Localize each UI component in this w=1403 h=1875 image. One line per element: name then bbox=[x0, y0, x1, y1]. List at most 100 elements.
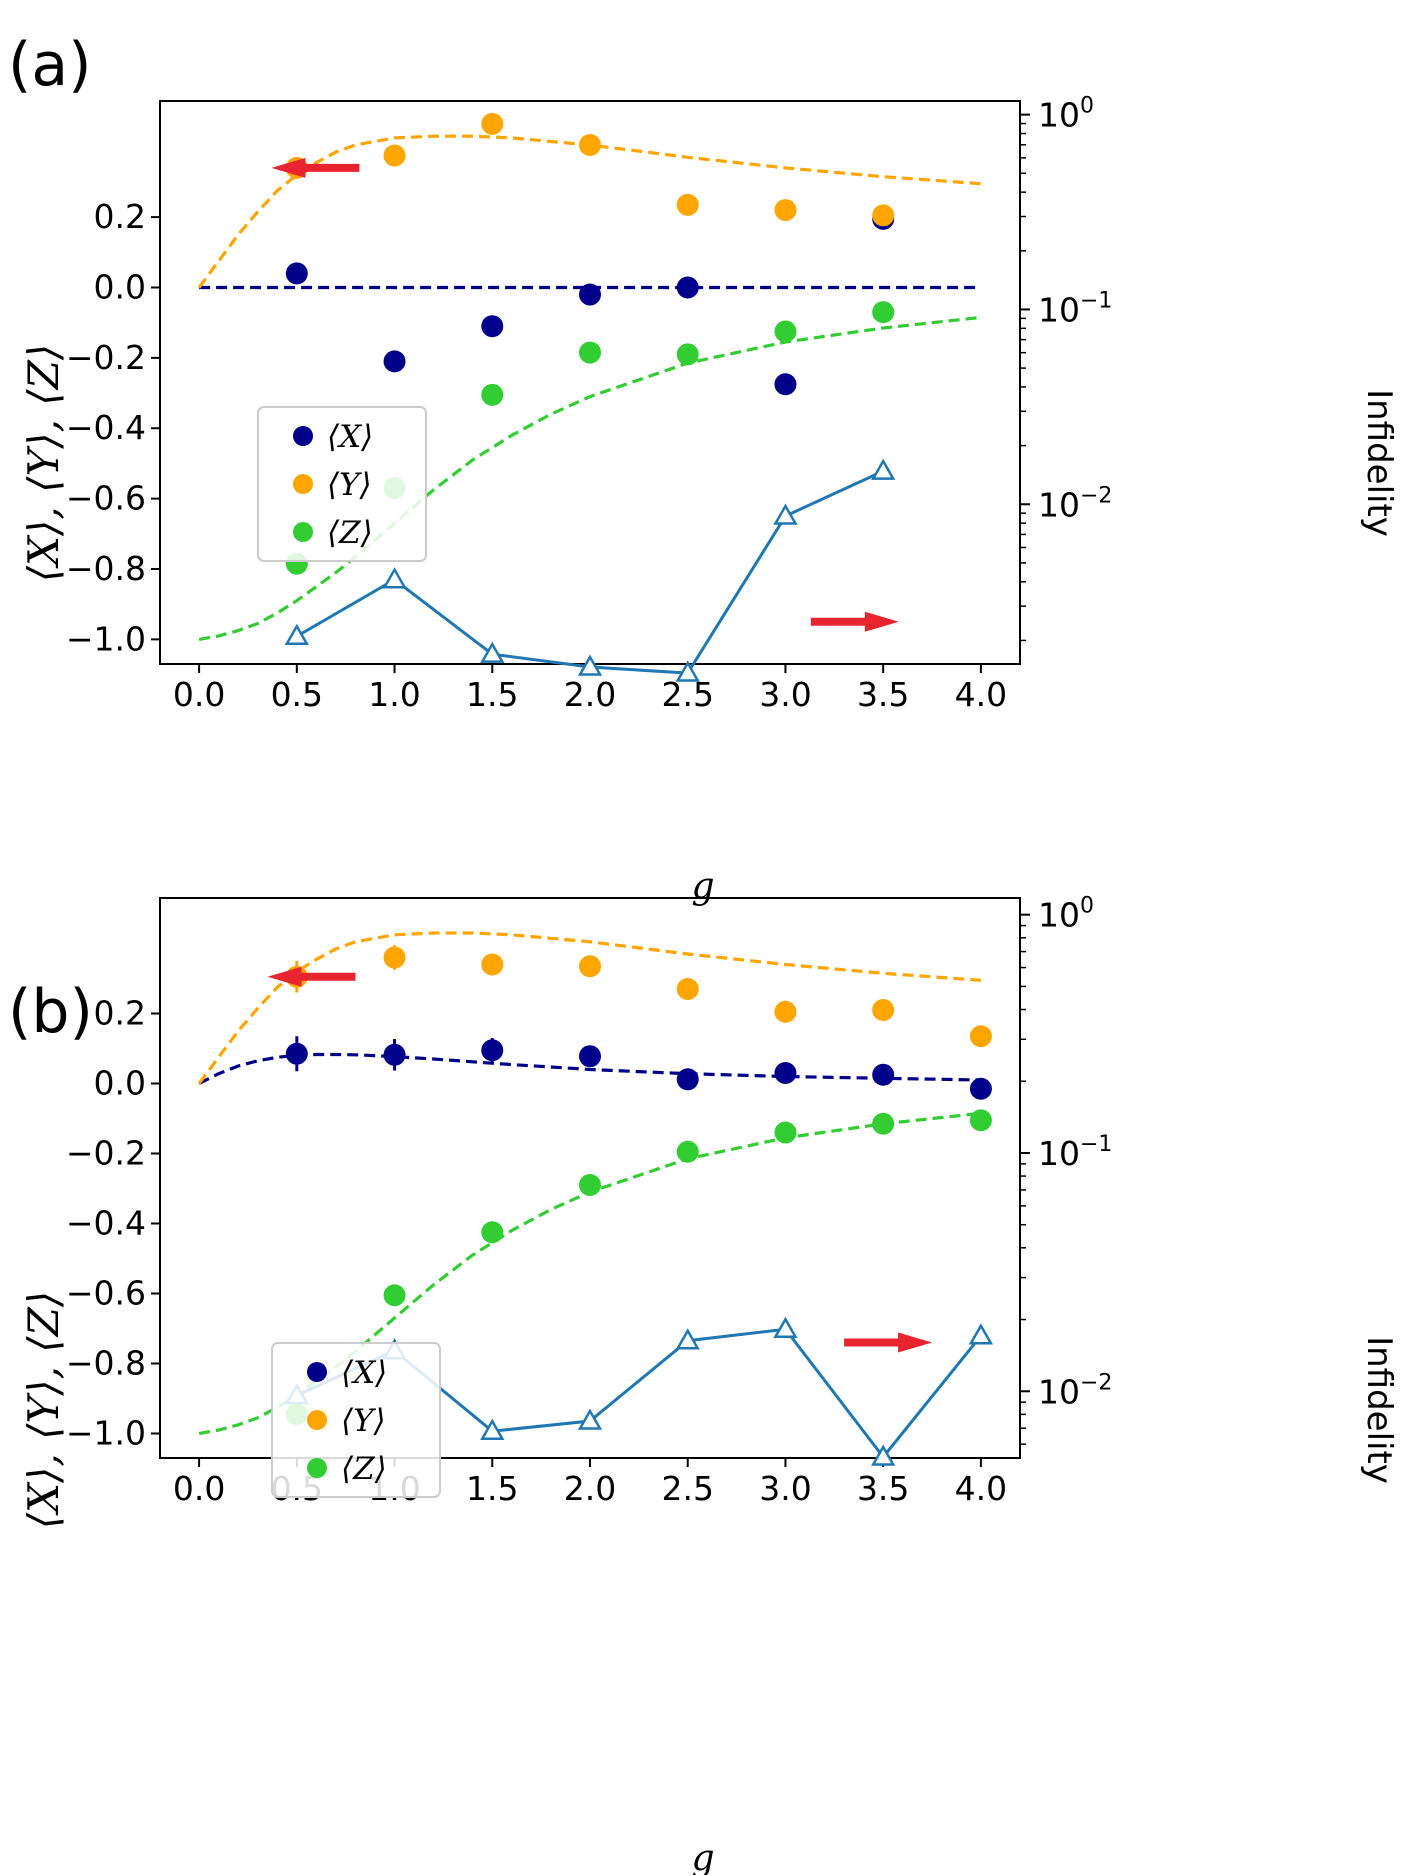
panel-a-infidelity-marker bbox=[871, 458, 896, 480]
panel-b-point-y bbox=[969, 1025, 992, 1048]
panel-b-right-tick-exponent: −2 bbox=[1080, 1370, 1112, 1395]
panel-a-theory-curve-y bbox=[197, 134, 982, 289]
panel-b-y-tick-label: 0.2 bbox=[94, 994, 146, 1033]
panel-a-arrow-left bbox=[271, 157, 360, 178]
panel-a-label: (a) bbox=[8, 30, 92, 100]
panel-b-y-tick-label: −0.4 bbox=[66, 1204, 146, 1243]
panel-b-point-x bbox=[872, 1063, 895, 1086]
panel-b-y-tick-label: −0.8 bbox=[66, 1344, 146, 1383]
panel-a-y-tick-label: 0.0 bbox=[94, 267, 146, 306]
panel-a-point-y bbox=[676, 193, 699, 216]
panel-b-x-tick-label: 2.0 bbox=[564, 1469, 616, 1508]
panel-b-point-z bbox=[579, 1174, 601, 1196]
panel-b-legend-marker-y bbox=[307, 1410, 327, 1430]
panel-b-x-tick-label: 2.5 bbox=[661, 1469, 713, 1508]
panel-a-y-tick-label: 0.2 bbox=[94, 197, 146, 236]
panel-b-legend-label-x: ⟨X⟩ bbox=[341, 1355, 387, 1391]
panel-b-x-axis-label: g bbox=[691, 1838, 714, 1875]
panel-b-legend-marker-z bbox=[307, 1458, 327, 1478]
panel-b-point-z bbox=[383, 1284, 406, 1307]
panel-a-point-z bbox=[579, 341, 601, 364]
panel-a-y-tick-label: −0.8 bbox=[66, 549, 146, 588]
panel-a-point-z bbox=[774, 320, 797, 343]
panel-a-right-tick-label: 10−1 bbox=[1038, 288, 1112, 329]
panel-b-legend-label-y: ⟨Y⟩ bbox=[341, 1403, 386, 1439]
panel-a-right-axis-label: Infidelity bbox=[1359, 389, 1399, 537]
panel-a-y-axis-label: ⟨X⟩, ⟨Y⟩, ⟨Z⟩ bbox=[19, 344, 68, 583]
panel-b-y-tick-label: −0.6 bbox=[66, 1274, 146, 1313]
panel-b-y-tick-label: −0.2 bbox=[66, 1134, 146, 1173]
panel-a-right-tick-exponent: −1 bbox=[1080, 288, 1112, 313]
panel-b-point-x bbox=[481, 1039, 504, 1062]
panel-b-point-z bbox=[481, 1221, 504, 1244]
panel-a-infidelity-marker bbox=[382, 567, 407, 589]
panel-a-point-x bbox=[774, 373, 797, 396]
panel-b-theory-curve-y bbox=[197, 931, 982, 1085]
panel-a-point-x bbox=[579, 283, 601, 306]
panel-a-point-z bbox=[481, 383, 504, 406]
panel-b-label: (b) bbox=[8, 977, 93, 1047]
panel-b-right-tick-label: 10−1 bbox=[1038, 1132, 1112, 1173]
panel-b-infidelity-marker bbox=[480, 1418, 505, 1440]
panel-a-plot-frame bbox=[159, 100, 1021, 665]
panel-a-legend-label-y: ⟨Y⟩ bbox=[327, 467, 372, 503]
panel-a-right-tick-label: 100 bbox=[1038, 94, 1094, 135]
panel-b-right-axis-label: Infidelity bbox=[1359, 1336, 1399, 1484]
panel-b-point-y bbox=[676, 978, 699, 1000]
panel-b-right-tick-exponent: 0 bbox=[1080, 894, 1094, 919]
panel-a-right-tick-exponent: −2 bbox=[1080, 483, 1112, 508]
panel-b-x-tick-label: 3.0 bbox=[759, 1469, 811, 1508]
panel-a-x-tick-label: 2.0 bbox=[564, 675, 616, 714]
panel-a-legend-marker-z bbox=[293, 522, 313, 542]
panel-a-x-tick-label: 3.5 bbox=[857, 675, 909, 714]
panel-b-y-axis-label: ⟨X⟩, ⟨Y⟩, ⟨Z⟩ bbox=[19, 1291, 68, 1530]
panel-b-point-z bbox=[774, 1121, 797, 1144]
panel-a-infidelity-marker bbox=[675, 660, 700, 682]
panel-a-point-x bbox=[481, 315, 504, 338]
panel-b-x-tick-label: 3.5 bbox=[857, 1469, 909, 1508]
panel-b-point-x bbox=[383, 1043, 406, 1066]
panel-b-legend-marker-x bbox=[307, 1362, 327, 1382]
panel-b-infidelity-marker bbox=[773, 1316, 798, 1339]
panel-a-point-x bbox=[676, 276, 699, 299]
panel-a-legend-marker-y bbox=[293, 474, 313, 494]
panel-b-infidelity-marker bbox=[577, 1408, 603, 1430]
panel-a-infidelity-marker bbox=[577, 654, 603, 676]
panel-a-legend-label-x: ⟨X⟩ bbox=[327, 419, 373, 455]
panel-b-legend: ⟨X⟩ ⟨Y⟩ ⟨Z⟩ bbox=[271, 1342, 441, 1498]
panel-a-point-y bbox=[872, 204, 895, 227]
panel-a-x-tick-label: 4.0 bbox=[955, 675, 1007, 714]
panel-b-x-tick-label: 4.0 bbox=[955, 1469, 1007, 1508]
panel-a-legend-label-z: ⟨Z⟩ bbox=[327, 515, 373, 551]
panel-a-x-tick-label: 0.0 bbox=[173, 675, 225, 714]
panel-a-point-y bbox=[481, 112, 504, 135]
panel-a-arrow-right bbox=[810, 611, 899, 632]
panel-b-point-z bbox=[676, 1140, 699, 1163]
panel-b-right-tick-exponent: −1 bbox=[1080, 1132, 1112, 1157]
panel-b-y-tick-label: −1.0 bbox=[66, 1414, 146, 1453]
panel-a: (a) g ⟨X⟩, ⟨Y⟩, ⟨Z⟩ Infidelity 0.0 0.5 1.0… bbox=[8, 30, 1399, 907]
panel-a-y-tick-label: −0.6 bbox=[66, 479, 146, 518]
panel-a-point-y bbox=[383, 144, 406, 167]
panel-b-infidelity-marker bbox=[675, 1328, 700, 1350]
panel-a-right-tick-exponent: 0 bbox=[1080, 94, 1094, 119]
panel-b-point-z bbox=[969, 1109, 992, 1132]
panel-a-x-tick-label: 0.5 bbox=[271, 675, 323, 714]
panel-b-x-tick-label: 1.5 bbox=[466, 1469, 518, 1508]
panel-a-y-tick-label: −0.2 bbox=[66, 338, 146, 377]
panel-a-legend: ⟨X⟩ ⟨Y⟩ ⟨Z⟩ bbox=[257, 406, 427, 562]
panel-b-y-tick-label: 0.0 bbox=[94, 1064, 146, 1103]
panel-b-right-tick-label: 100 bbox=[1038, 894, 1094, 935]
panel-b-point-y bbox=[774, 1000, 797, 1023]
panel-b-point-x bbox=[969, 1077, 992, 1100]
panel-b-point-y bbox=[481, 953, 504, 976]
panel-b-arrow-right bbox=[844, 1332, 933, 1353]
panel-a-point-z bbox=[872, 301, 895, 324]
panel-b-arrow-left bbox=[267, 966, 356, 987]
panel-a-infidelity-marker bbox=[284, 623, 309, 646]
panel-b-point-x bbox=[774, 1062, 797, 1084]
panel-a-x-tick-label: 1.5 bbox=[466, 675, 518, 714]
panel-a-y-tick-label: −1.0 bbox=[66, 619, 146, 658]
panel-b-point-y bbox=[383, 946, 406, 969]
panel-a-point-x bbox=[285, 262, 308, 285]
